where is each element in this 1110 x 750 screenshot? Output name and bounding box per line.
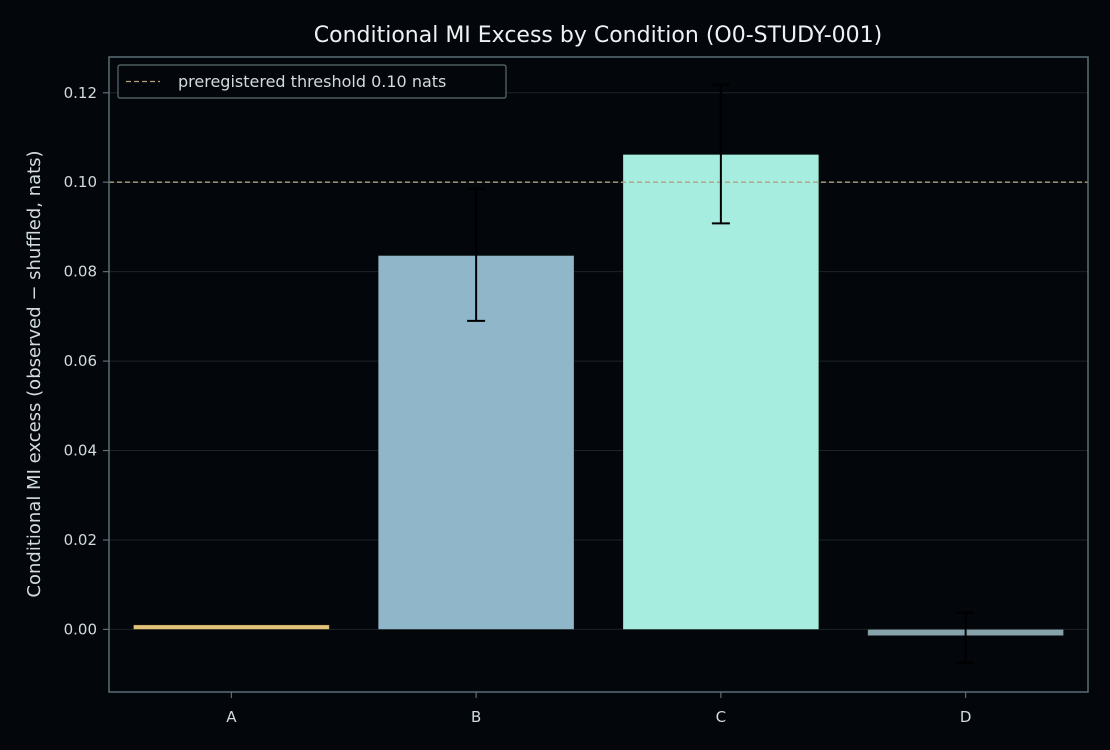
- y-tick-label: 0.06: [64, 352, 97, 370]
- y-tick-label: 0.04: [64, 442, 97, 460]
- x-tick-label: A: [226, 708, 237, 726]
- y-tick-label: 0.12: [64, 84, 97, 102]
- legend-box: [117, 64, 507, 99]
- axes-frame: [108, 56, 1089, 693]
- y-axis-label: Conditional MI excess (observed − shuffl…: [24, 150, 45, 597]
- x-tick-label: B: [471, 708, 481, 726]
- y-tick-label: 0.02: [64, 531, 97, 549]
- y-tick-label: 0.10: [64, 173, 97, 191]
- legend: preregistered threshold 0.10 nats: [117, 64, 507, 99]
- bar-C: [622, 154, 820, 630]
- ticks: 0.00 0.02 0.04 0.06 0.08 0.10 0.12 A B C D: [64, 84, 972, 726]
- x-tick-label: C: [716, 708, 726, 726]
- bar-A: [133, 624, 330, 630]
- legend-threshold-label: preregistered threshold 0.10 nats: [178, 72, 446, 91]
- chart-title: Conditional MI Excess by Condition (O0-S…: [314, 23, 883, 48]
- y-tick-label: 0.00: [64, 620, 97, 638]
- x-tick-label: D: [960, 708, 972, 726]
- error-bars: [467, 83, 975, 664]
- y-tick-label: 0.08: [64, 263, 97, 281]
